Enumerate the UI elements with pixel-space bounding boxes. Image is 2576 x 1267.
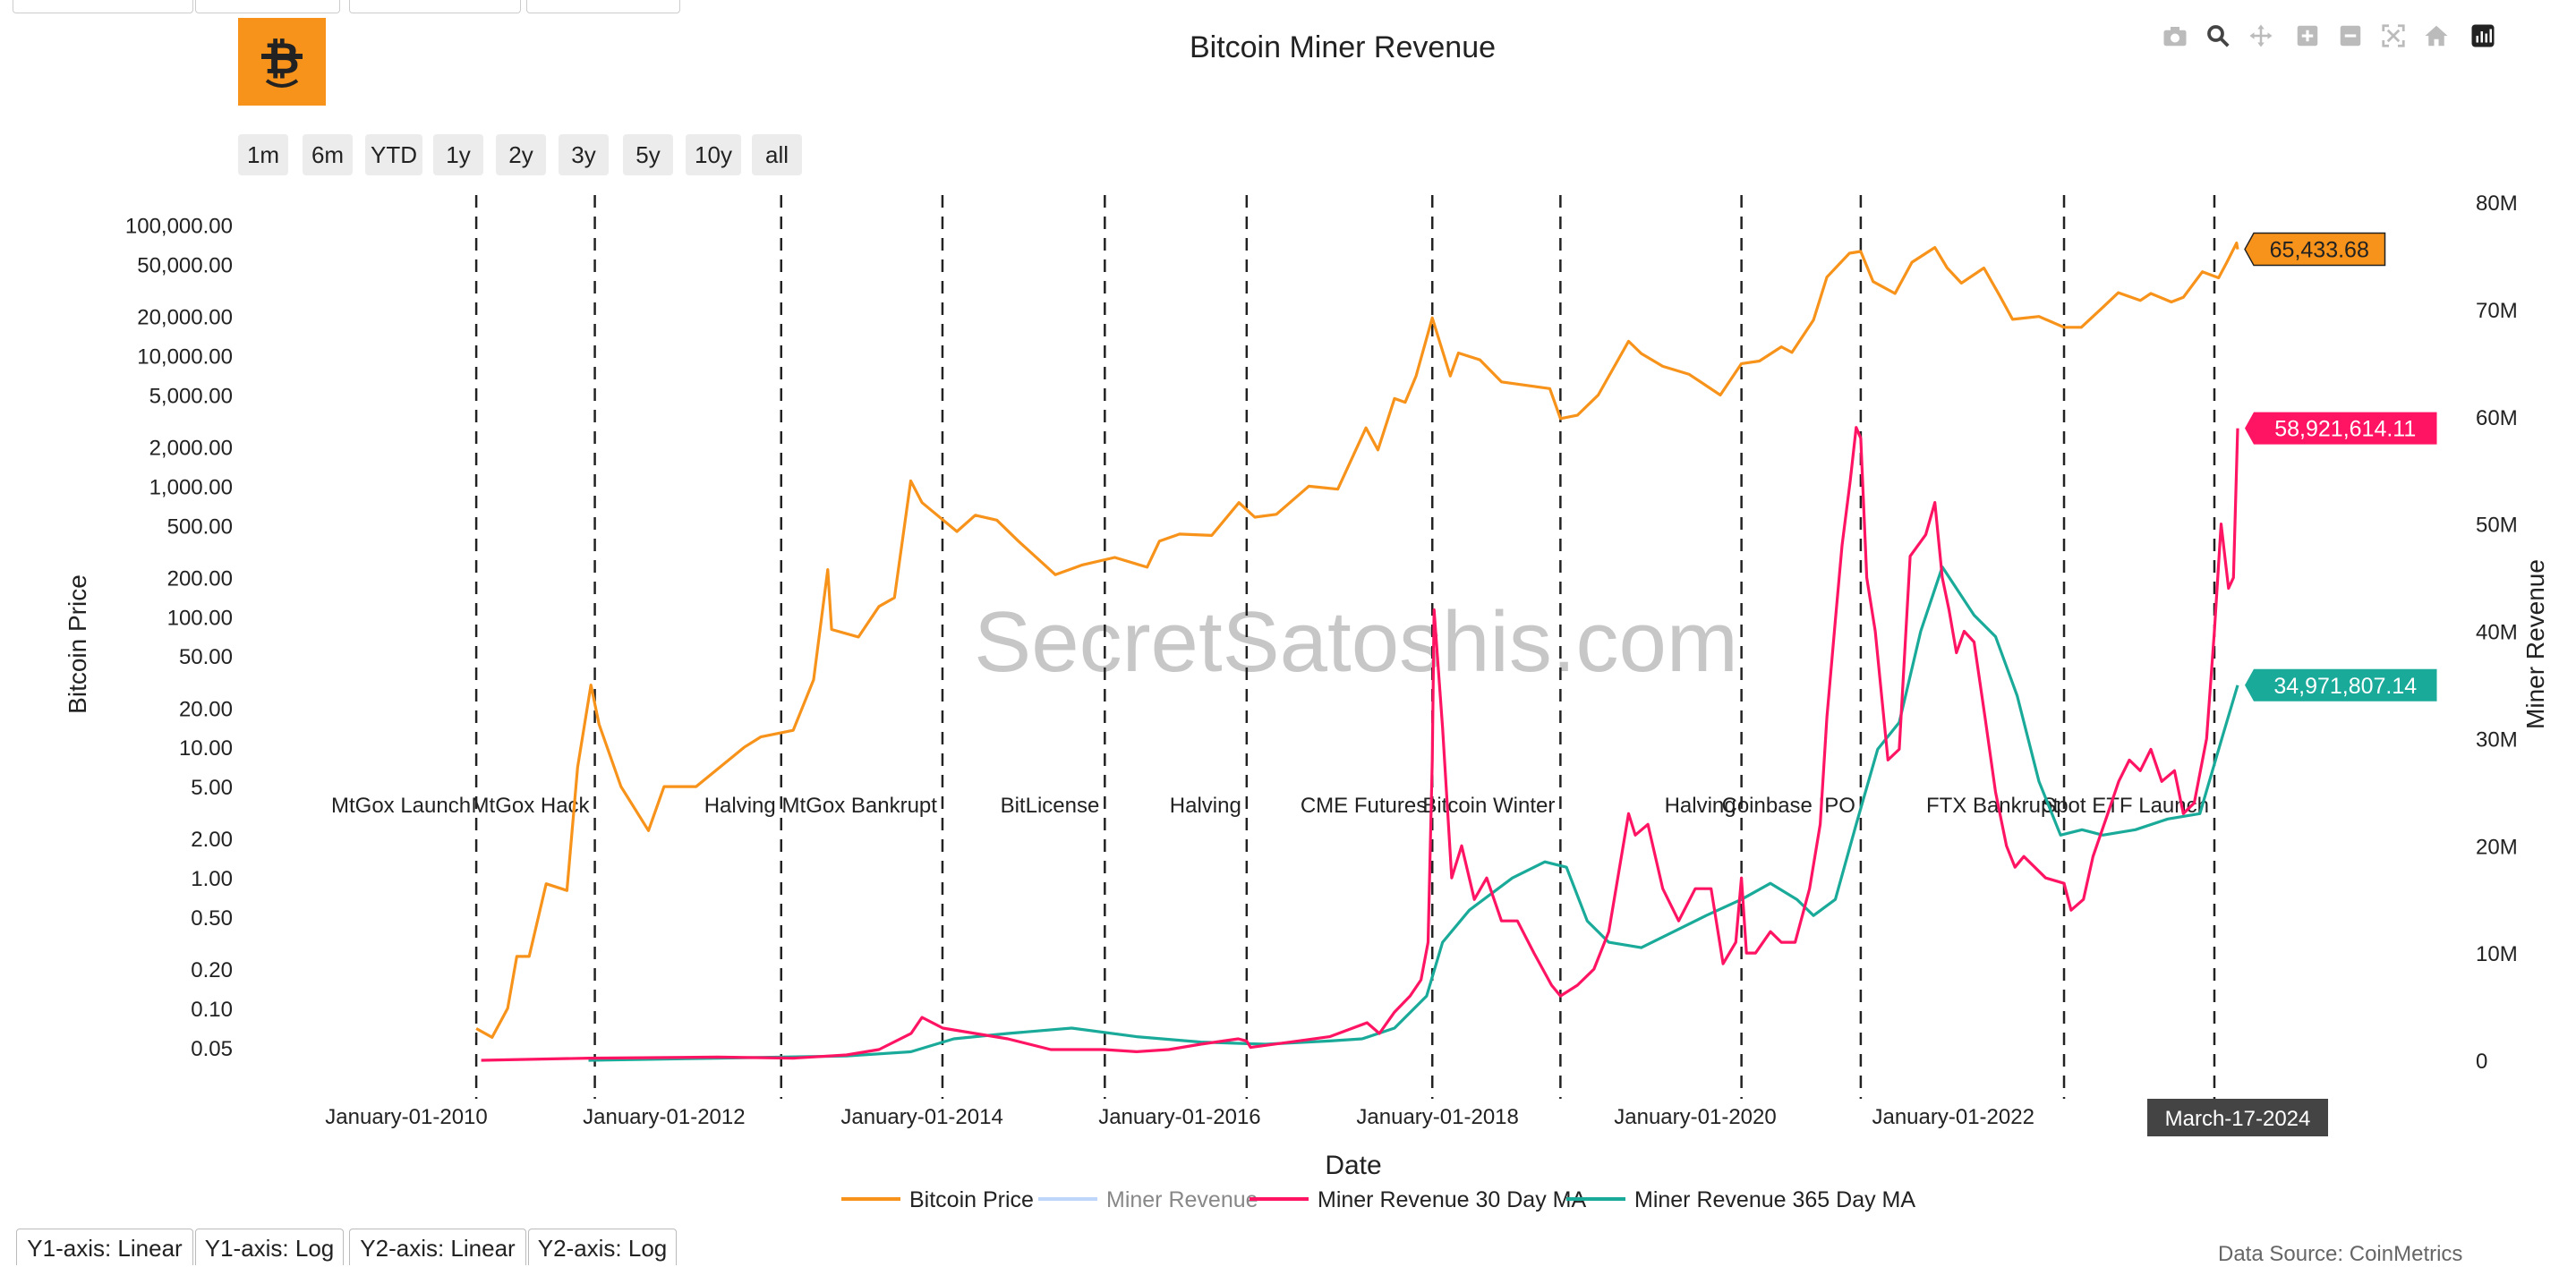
y1-axis-title: Bitcoin Price (64, 574, 91, 714)
last-value-label: 65,433.68 (2270, 238, 2369, 263)
event-label: MtGox Hack (472, 794, 591, 818)
y2-tick-label: 0 (2476, 1050, 2487, 1074)
y1-tick-label: 1,000.00 (149, 475, 233, 499)
y1-tick-label: 0.20 (191, 958, 233, 982)
last-value-label: 34,971,807.14 (2273, 674, 2417, 699)
svg-text:₿: ₿ (264, 36, 299, 83)
x-tick-label: January-01-2018 (1356, 1105, 1518, 1129)
y1-tick-label: 0.10 (191, 998, 233, 1022)
y1-tick-label: 5,000.00 (149, 384, 233, 408)
autoscale-icon[interactable] (2376, 18, 2411, 54)
y1-tick-label: 1.00 (191, 867, 233, 891)
x-tick-label: January-01-2020 (1614, 1105, 1776, 1129)
range-button-5y[interactable]: 5y (623, 134, 673, 175)
y2-tick-label: 30M (2476, 727, 2518, 752)
legend-label: Miner Revenue (1106, 1187, 1258, 1212)
watermark: SecretSatoshis.com (974, 594, 1738, 690)
camera-icon[interactable] (2157, 18, 2193, 54)
zoom-icon[interactable] (2200, 18, 2236, 54)
range-button-ytd[interactable]: YTD (365, 134, 422, 175)
series-line-2 (481, 426, 2239, 1062)
hover-date-label: March-17-2024 (2165, 1107, 2311, 1131)
event-label: BitLicense (1001, 794, 1100, 818)
event-label: Halving (1170, 794, 1241, 818)
pan-icon[interactable] (2243, 18, 2279, 54)
range-button-6m[interactable]: 6m (303, 134, 353, 175)
series-line-0 (475, 242, 2239, 1039)
y2-tick-label: 60M (2476, 406, 2518, 430)
y2-tick-label: 10M (2476, 942, 2518, 966)
y1-log-button[interactable]: Y1-axis: Log (195, 1229, 344, 1265)
y1-tick-label: 20,000.00 (137, 306, 233, 330)
y2-tick-label: 50M (2476, 514, 2518, 538)
x-tick-label: January-01-2022 (1872, 1105, 2034, 1129)
y1-tick-label: 10,000.00 (137, 345, 233, 370)
y2-log-button[interactable]: Y2-axis: Log (528, 1229, 677, 1265)
range-button-all[interactable]: all (752, 134, 802, 175)
y1-tick-label: 2,000.00 (149, 437, 233, 461)
x-axis-title: Date (1325, 1151, 1381, 1180)
event-label: Bitcoin Winter (1422, 794, 1555, 818)
top-tab-strip (0, 0, 716, 13)
y1-tick-label: 20.00 (179, 697, 233, 721)
y1-linear-button[interactable]: Y1-axis: Linear (16, 1229, 193, 1265)
y1-tick-label: 100.00 (167, 606, 233, 630)
event-label: MtGox Launch (331, 794, 471, 818)
last-value-label: 58,921,614.11 (2274, 417, 2416, 442)
y1-tick-label: 2.00 (191, 828, 233, 852)
event-label: Halving (1665, 794, 1736, 818)
event-label: FTX Bankrupt (1926, 794, 2059, 818)
zoom-out-icon[interactable] (2333, 18, 2368, 54)
bitcoin-logo: ₿ (238, 18, 326, 106)
y2-tick-label: 80M (2476, 191, 2518, 216)
top-tab[interactable] (349, 0, 521, 13)
range-button-3y[interactable]: 3y (559, 134, 609, 175)
event-label: CME Futures (1301, 794, 1427, 818)
y1-tick-label: 5.00 (191, 776, 233, 800)
y1-tick-label: 0.50 (191, 906, 233, 931)
legend-label: Miner Revenue 30 Day MA (1318, 1187, 1586, 1212)
last-value-box (2244, 232, 2386, 267)
hover-date-box (2147, 1099, 2329, 1136)
event-label: MtGox Bankrupt (782, 794, 938, 818)
plotly-logo-icon[interactable] (2465, 18, 2501, 54)
y2-tick-label: 20M (2476, 835, 2518, 859)
zoom-in-icon[interactable] (2290, 18, 2325, 54)
x-tick-label: January-01-2016 (1098, 1105, 1260, 1129)
legend-label: Bitcoin Price (909, 1187, 1034, 1212)
range-button-1m[interactable]: 1m (238, 134, 288, 175)
range-button-10y[interactable]: 10y (686, 134, 741, 175)
y2-tick-label: 40M (2476, 621, 2518, 645)
y2-tick-label: 70M (2476, 299, 2518, 323)
range-button-2y[interactable]: 2y (496, 134, 546, 175)
y1-tick-label: 100,000.00 (125, 215, 233, 239)
x-tick-label: January-01-2014 (840, 1105, 1002, 1129)
y2-axis-title: Miner Revenue (2521, 559, 2549, 729)
x-tick-label: January-01-2010 (325, 1105, 487, 1129)
last-value-box (2245, 412, 2437, 445)
x-tick-label: January-01-2012 (583, 1105, 745, 1129)
top-tab[interactable] (195, 0, 340, 13)
top-tab[interactable] (13, 0, 193, 13)
y1-tick-label: 500.00 (167, 514, 233, 539)
legend-label: Miner Revenue 365 Day MA (1634, 1187, 1915, 1212)
y1-tick-label: 50.00 (179, 645, 233, 669)
reset-axes-icon[interactable] (2418, 18, 2454, 54)
chart-title: Bitcoin Miner Revenue (1189, 30, 1497, 64)
range-button-1y[interactable]: 1y (433, 134, 483, 175)
y1-tick-label: 0.05 (191, 1037, 233, 1061)
series-line-3 (588, 565, 2239, 1062)
y2-linear-button[interactable]: Y2-axis: Linear (349, 1229, 526, 1265)
y1-tick-label: 50,000.00 (137, 254, 233, 278)
y1-tick-label: 10.00 (179, 736, 233, 761)
y1-tick-label: 200.00 (167, 566, 233, 591)
top-tab[interactable] (526, 0, 680, 13)
event-label: Coinbase IPO (1721, 794, 1855, 818)
data-source: Data Source: CoinMetrics (2218, 1242, 2463, 1266)
last-value-box (2245, 668, 2437, 702)
event-label: Halving (704, 794, 776, 818)
